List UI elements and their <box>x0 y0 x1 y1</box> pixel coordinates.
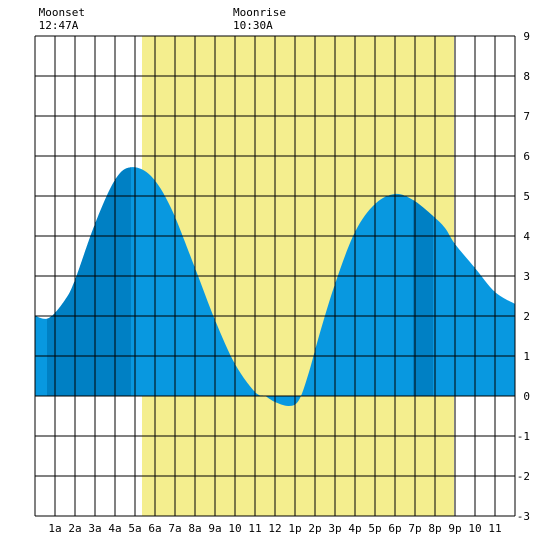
y-tick-label: -3 <box>517 510 530 523</box>
x-tick-label: 5p <box>368 522 381 535</box>
x-tick-label: 10 <box>228 522 241 535</box>
x-tick-label: 1p <box>288 522 301 535</box>
y-tick-label: 8 <box>523 70 530 83</box>
y-tick-label: 4 <box>523 230 530 243</box>
moonset-time: 12:47A <box>39 19 79 32</box>
moonrise-time: 10:30A <box>233 19 273 32</box>
x-tick-label: 9a <box>208 522 221 535</box>
y-tick-label: 5 <box>523 190 530 203</box>
moonrise-label: Moonrise <box>233 6 286 19</box>
x-tick-label: 9p <box>448 522 461 535</box>
y-tick-label: -2 <box>517 470 530 483</box>
y-tick-label: 9 <box>523 30 530 43</box>
x-tick-label: 10 <box>468 522 481 535</box>
x-tick-label: 3p <box>328 522 341 535</box>
x-tick-label: 6p <box>388 522 401 535</box>
x-tick-label: 11 <box>248 522 261 535</box>
y-tick-label: 0 <box>523 390 530 403</box>
x-tick-label: 4p <box>348 522 361 535</box>
y-tick-label: 3 <box>523 270 530 283</box>
x-tick-label: 2a <box>68 522 81 535</box>
moonset-label: Moonset <box>39 6 85 19</box>
x-tick-label: 8a <box>188 522 201 535</box>
y-tick-label: 1 <box>523 350 530 363</box>
plot-area: 1a 2a 3a 4a 5a 6a 7a 8a 9a 10 11 12 1p 2p 3p 4p 5p 6p 7p 8p… <box>34 6 530 535</box>
x-tick-label: 2p <box>308 522 321 535</box>
x-tick-label: 8p <box>428 522 441 535</box>
x-tick-label: 11 <box>488 522 501 535</box>
x-tick-label: 7p <box>408 522 421 535</box>
tide-dark-segment-2 <box>413 167 433 407</box>
x-tick-label: 4a <box>108 522 121 535</box>
x-tick-label: 5a <box>128 522 141 535</box>
x-tick-label: 1a <box>48 522 61 535</box>
y-tick-label: 7 <box>523 110 530 123</box>
x-tick-label: 12 <box>268 522 281 535</box>
x-tick-label: 6a <box>148 522 161 535</box>
y-tick-label: 6 <box>523 150 530 163</box>
x-tick-label: 7a <box>168 522 181 535</box>
y-tick-label: -1 <box>517 430 530 443</box>
y-tick-label: 2 <box>523 310 530 323</box>
x-tick-label: 3a <box>88 522 101 535</box>
